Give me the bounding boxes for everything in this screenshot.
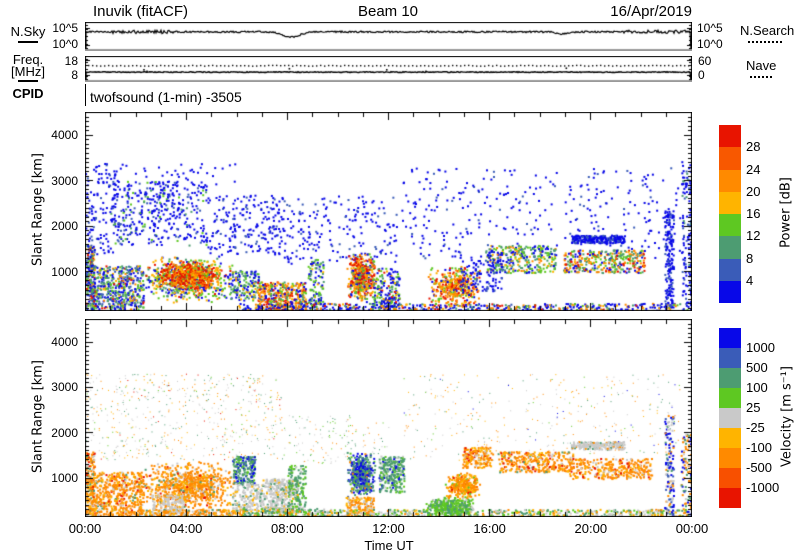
velocity-colorbar-title: Velocity [m s⁻¹] bbox=[779, 366, 795, 467]
slant-range-tick-label: 1000 bbox=[51, 265, 78, 280]
slant-range-tick-label: 1000 bbox=[51, 471, 78, 486]
power-yaxis-label: Slant Range [km] bbox=[30, 153, 46, 266]
beam-title: Beam 10 bbox=[357, 3, 419, 20]
frequency-nave-panel bbox=[85, 56, 692, 82]
colorbar-segment bbox=[719, 468, 741, 488]
freq-legend-label-line1: Freq. bbox=[12, 52, 44, 67]
colorbar-tick-label: 100 bbox=[746, 380, 768, 395]
slant-range-tick-label: 2000 bbox=[51, 425, 78, 440]
nsky-ytick-top-left: 10^5 bbox=[52, 21, 78, 35]
nave-legend-label: Nave bbox=[746, 58, 777, 73]
power-rti-panel bbox=[85, 112, 692, 311]
colorbar-tick-label: -100 bbox=[746, 440, 773, 455]
colorbar-segment bbox=[719, 169, 741, 192]
colorbar-tick-label: 24 bbox=[746, 161, 761, 177]
cpid-axis-tick bbox=[85, 84, 86, 106]
freq-solid-line-key bbox=[18, 80, 38, 82]
velocity-colorbar bbox=[719, 328, 741, 508]
power-colorbar-title: Power [dB] bbox=[778, 177, 794, 248]
time-tick-label: 12:00 bbox=[372, 521, 405, 536]
time-tick-label: 20:00 bbox=[574, 521, 608, 536]
nave-ytick-top: 60 bbox=[698, 54, 712, 68]
time-tick-label: 16:00 bbox=[473, 521, 506, 536]
time-tick-label: 08:00 bbox=[271, 521, 304, 536]
colorbar-segment bbox=[719, 328, 741, 348]
slant-range-tick-label: 3000 bbox=[51, 380, 78, 395]
time-tick-label: 00:00 bbox=[675, 521, 709, 536]
colorbar-tick-label: -1000 bbox=[746, 480, 780, 495]
colorbar-segment bbox=[719, 428, 741, 448]
nsearch-dotted-line-key bbox=[748, 41, 782, 43]
colorbar-segment bbox=[719, 214, 741, 237]
colorbar-tick-label: -500 bbox=[746, 460, 773, 475]
freq-ytick-bottom: 8 bbox=[71, 68, 78, 82]
colorbar-tick-label: -25 bbox=[746, 420, 765, 435]
colorbar-segment bbox=[719, 191, 741, 214]
colorbar-segment bbox=[719, 258, 741, 281]
time-tick-label: 00:00 bbox=[68, 521, 102, 536]
nsky-legend-label: N.Sky bbox=[10, 24, 46, 39]
colorbar-segment bbox=[719, 147, 741, 170]
colorbar-tick-label: 20 bbox=[746, 183, 761, 199]
nsky-ytick-bottom-left: 10^0 bbox=[52, 37, 78, 51]
colorbar-tick-label: 4 bbox=[746, 272, 754, 288]
colorbar-tick-label: 1000 bbox=[746, 340, 775, 355]
colorbar-tick-label: 8 bbox=[746, 250, 754, 266]
slant-range-tick-label: 4000 bbox=[51, 127, 78, 142]
sky-noise-panel bbox=[85, 22, 692, 51]
velocity-yaxis-label: Slant Range [km] bbox=[30, 360, 46, 473]
time-tick-label: 04:00 bbox=[169, 521, 203, 536]
nsky-solid-line-key bbox=[18, 41, 38, 43]
colorbar-segment bbox=[719, 388, 741, 408]
time-axis-label: Time UT bbox=[364, 538, 414, 553]
cpid-value: twofsound (1-min) -3505 bbox=[90, 89, 242, 105]
station-title: Inuvik (fitACF) bbox=[93, 3, 189, 20]
colorbar-segment bbox=[719, 280, 741, 303]
slant-range-tick-label: 3000 bbox=[51, 173, 78, 188]
colorbar-segment bbox=[719, 448, 741, 468]
slant-range-tick-label: 2000 bbox=[51, 219, 78, 234]
nsky-ytick-bottom-right: 10^0 bbox=[697, 37, 723, 51]
colorbar-segment bbox=[719, 408, 741, 428]
freq-legend-label-line2: [MHz] bbox=[11, 64, 45, 79]
colorbar-tick-label: 500 bbox=[746, 360, 768, 375]
nave-dotted-line-key bbox=[750, 76, 772, 78]
freq-ytick-top: 18 bbox=[64, 54, 78, 68]
date-title: 16/Apr/2019 bbox=[610, 3, 692, 20]
colorbar-segment bbox=[719, 488, 741, 508]
nsearch-legend-label: N.Search bbox=[740, 23, 795, 38]
colorbar-tick-label: 25 bbox=[746, 400, 761, 415]
nave-ytick-bottom: 0 bbox=[698, 68, 705, 82]
cpid-label: CPID bbox=[12, 86, 44, 101]
power-colorbar bbox=[719, 125, 741, 303]
nsky-ytick-top-right: 10^5 bbox=[697, 21, 723, 35]
colorbar-segment bbox=[719, 348, 741, 368]
colorbar-tick-label: 16 bbox=[746, 206, 761, 221]
colorbar-segment bbox=[719, 125, 741, 148]
colorbar-segment bbox=[719, 368, 741, 388]
slant-range-tick-label: 4000 bbox=[51, 334, 78, 349]
colorbar-tick-label: 28 bbox=[746, 139, 761, 155]
velocity-rti-panel bbox=[85, 319, 692, 517]
colorbar-tick-label: 12 bbox=[746, 228, 761, 244]
colorbar-segment bbox=[719, 236, 741, 259]
